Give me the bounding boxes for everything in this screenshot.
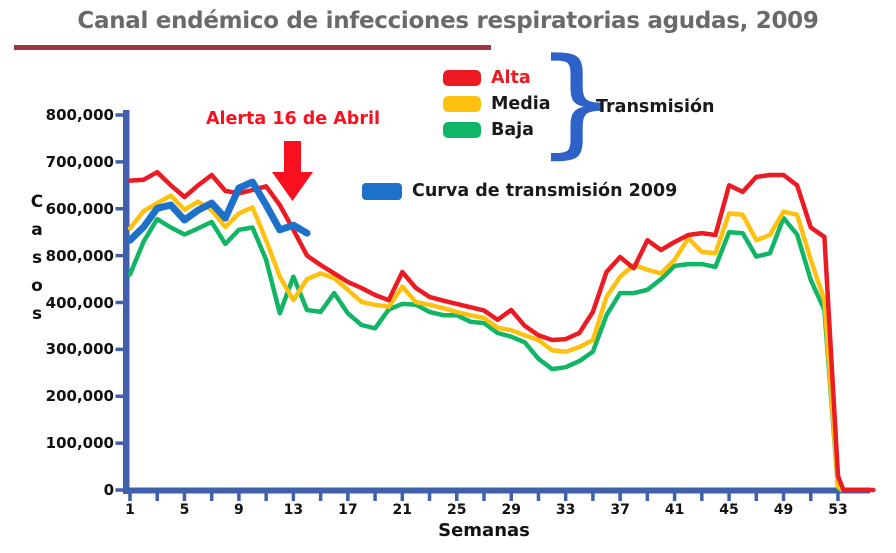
y-tick-mark (115, 160, 124, 164)
x-tick-mark (672, 493, 677, 501)
x-tick-mark (645, 493, 650, 501)
x-tick-mark (754, 493, 759, 501)
legend-group-label: Transmisión (596, 97, 715, 117)
x-tick-label: 9 (234, 502, 244, 518)
x-tick-mark (536, 493, 541, 501)
brace-icon: } (534, 32, 621, 170)
y-tick-label: 100,000 (45, 434, 114, 453)
x-tick-mark (182, 493, 187, 501)
y-axis-title-letter: s (31, 304, 43, 324)
x-tick-mark (291, 493, 296, 501)
y-tick-mark (115, 441, 124, 445)
y-tick-mark (115, 113, 124, 117)
y-tick-label: 400,000 (45, 293, 114, 312)
series-alta (127, 169, 876, 493)
chart-lines (126, 169, 876, 493)
legend-label-alta: Alta (491, 68, 531, 88)
x-tick-mark (563, 493, 568, 501)
page-title: Canal endémico de infecciones respirator… (77, 8, 819, 34)
x-tick-mark (318, 493, 323, 501)
media-swatch-icon (443, 96, 481, 112)
x-tick-mark (836, 493, 840, 501)
curva-2009-swatch-icon (362, 182, 402, 200)
x-tick-label: 37 (610, 502, 630, 518)
x-tick-mark (591, 493, 595, 501)
x-axis-line (123, 487, 870, 494)
y-axis-line (123, 110, 130, 494)
x-tick-mark (128, 493, 132, 501)
x-tick-mark (618, 493, 622, 501)
title-underline (14, 45, 491, 50)
x-tick-mark (209, 493, 214, 501)
y-tick-label: 200,000 (45, 387, 114, 406)
x-tick-mark (809, 493, 813, 501)
y-axis-title-letter: s (31, 248, 43, 268)
y-tick-mark (115, 347, 124, 352)
y-tick-label: 600,000 (45, 199, 114, 218)
x-tick-mark (427, 493, 432, 501)
y-tick-label: 0 (103, 481, 114, 499)
y-tick-label: 700,000 (45, 152, 114, 171)
x-tick-mark (455, 493, 459, 501)
legend-label-baja: Baja (491, 120, 534, 140)
x-tick-label: 45 (719, 502, 739, 518)
x-tick-mark (700, 493, 704, 501)
y-tick-label: 300,000 (45, 340, 114, 359)
x-tick-label: 17 (338, 502, 358, 518)
x-tick-mark (264, 493, 268, 501)
x-axis-title: Semanas (438, 520, 530, 541)
series-baja (127, 215, 843, 493)
baja-swatch-icon (443, 122, 481, 138)
x-tick-mark (237, 493, 241, 501)
x-tick-mark (346, 493, 350, 501)
x-tick-label: 49 (773, 502, 794, 518)
y-axis-title-letter: a (31, 220, 43, 240)
x-tick-mark (155, 493, 159, 501)
x-tick-label: 53 (828, 502, 848, 518)
legend-label-media: Media (491, 94, 551, 114)
y-tick-label: 800,000 (45, 246, 114, 265)
alert-arrow-icon (272, 141, 313, 201)
series-curva_2009 (126, 178, 311, 244)
y-tick-mark (115, 300, 124, 305)
legend-item-media: Media (443, 94, 551, 114)
y-tick-mark (115, 253, 124, 258)
legend-label-curva-2009: Curva de transmisión 2009 (412, 181, 678, 201)
x-tick-mark (781, 493, 786, 501)
y-tick-mark (115, 207, 124, 211)
x-tick-label: 33 (555, 502, 576, 518)
series-media (127, 193, 845, 493)
x-tick-label: 29 (501, 502, 521, 518)
y-tick-label: 800,000 (45, 106, 114, 124)
x-tick-mark (509, 493, 513, 501)
x-tick-label: 13 (283, 502, 304, 518)
x-tick-label: 21 (392, 502, 413, 518)
x-tick-label: 41 (664, 502, 685, 518)
x-tick-mark (727, 493, 731, 501)
x-tick-mark (482, 493, 486, 501)
x-tick-label: 5 (179, 502, 190, 518)
y-tick-mark (115, 488, 124, 492)
alert-annotation: Alerta 16 de Abril (206, 109, 380, 129)
y-axis-title-letter: o (31, 276, 43, 296)
legend-item-curva-2009: Curva de transmisión 2009 (362, 181, 677, 201)
axis-lines (115, 110, 870, 501)
x-tick-mark (400, 493, 405, 501)
x-tick-label: 25 (447, 502, 467, 518)
x-tick-label: 1 (125, 502, 135, 518)
x-tick-mark (373, 493, 377, 501)
legend-item-alta: Alta (443, 68, 531, 88)
y-tick-mark (115, 394, 124, 398)
legend-item-baja: Baja (443, 120, 534, 140)
alta-swatch-icon (443, 70, 481, 86)
y-axis-title-letter: C (30, 192, 44, 212)
